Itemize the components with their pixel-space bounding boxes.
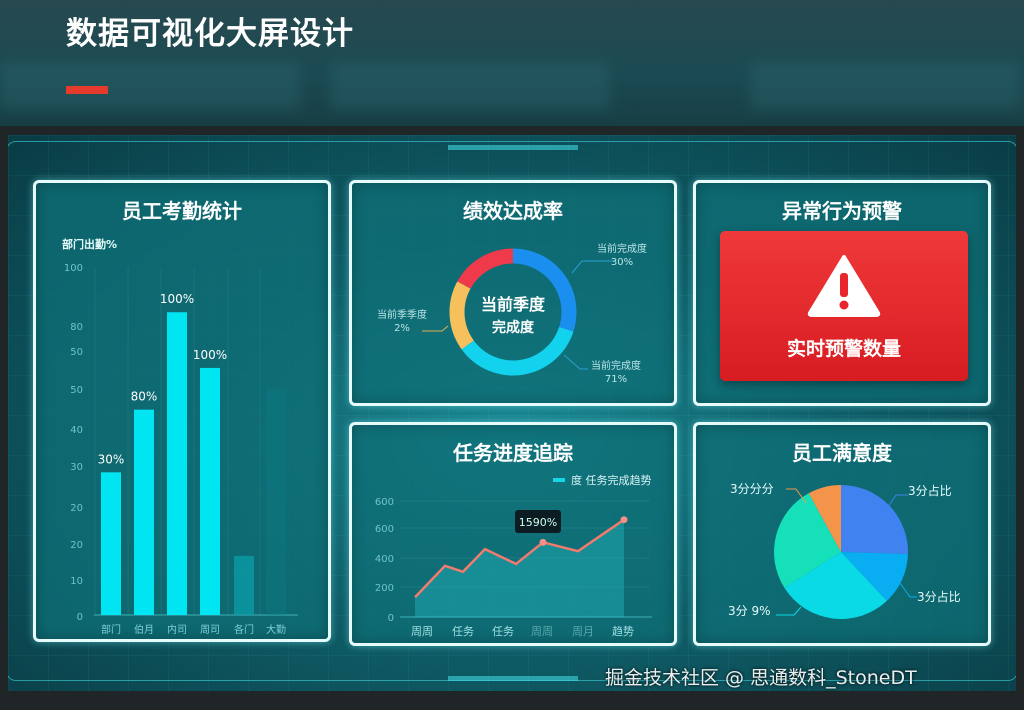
pie-label: 3分分分 (730, 482, 774, 496)
leader-line (776, 606, 802, 616)
leader-line (786, 488, 807, 504)
panel-title: 异常行为预警 (782, 199, 902, 223)
pie-label: 3分 9% (728, 604, 771, 618)
leader-line (422, 325, 449, 332)
pie-slice (841, 552, 908, 601)
tasks-panel: 任务进度追踪 0 200 400 600 600 1590% 度 任务完成趋势周周 任务 任务 周… (349, 422, 677, 646)
x-tick-label: 周月 (572, 625, 594, 638)
x-tick-label: 周周 (531, 625, 553, 638)
y-tick-label: 100 (64, 263, 83, 274)
bar-data-label: 80% (131, 390, 158, 404)
satisfaction-panel: 员工满意度 3分占比 3分占比 3分 9% 3分分分 (693, 422, 991, 646)
bar-data-label: 100% (160, 292, 194, 306)
alert-card[interactable]: 实时预警数量 (720, 231, 968, 381)
bar-data-label: 30% (98, 452, 125, 466)
title-accent-bar (66, 86, 108, 94)
attendance-bar-chart: 部门出勤%1008050504030202010030%部门80%伯月100%内… (62, 237, 298, 636)
tooltip-text: 1590% (519, 516, 557, 529)
warning-triangle-icon (807, 255, 881, 317)
leader-line (887, 494, 908, 508)
tooltip-box (515, 510, 561, 533)
donut-label-pct: 30% (611, 257, 633, 268)
alert-panel: 异常行为预警 实时预警数量 (693, 180, 991, 406)
legend-label: 度 任务完成趋势 (571, 473, 652, 487)
x-tick-label: 部门 (101, 623, 121, 636)
panel-title: 任务进度追踪 (453, 441, 573, 465)
panel-title: 员工考勤统计 (122, 199, 242, 223)
x-tick-label: 各门 (234, 623, 254, 636)
area-fill (415, 519, 624, 617)
donut-segment (457, 248, 514, 289)
x-tick-label: 大勤 (266, 623, 286, 636)
attendance-panel: 员工考勤统计 部门出勤% 100 80 50 50 40 30 20 20 10 0 30% 部门 80%… (33, 180, 331, 642)
y-tick-label: 40 (70, 425, 83, 436)
x-tick-label: 周周 (411, 625, 433, 638)
bar (167, 312, 187, 615)
pie-slice (784, 552, 887, 619)
pie-label: 3分占比 (917, 589, 961, 604)
y-tick-label: 0 (388, 613, 394, 624)
y-tick-label: 600 (375, 524, 394, 535)
satisfaction-pie-chart: 3分占比 3分占比 3分 9% 3分分分 (728, 482, 961, 619)
donut-segment (512, 248, 577, 332)
donut-label-pct: 2% (394, 323, 410, 334)
bar (266, 388, 286, 615)
performance-panel: 绩效达成率 当前季度 完成度 当前完成度 30% 当前完成度 71% 当前季季度 2% (349, 180, 677, 406)
data-point (620, 516, 628, 524)
pie-slice (841, 485, 908, 555)
donut-label-name: 当前完成度 (597, 242, 647, 255)
y-tick-label: 600 (375, 497, 394, 508)
leader-line (899, 582, 917, 598)
leader-line (571, 260, 614, 274)
y-tick-label: 400 (375, 554, 394, 565)
page-header: 数据可视化大屏设计 (0, 0, 1024, 128)
leader-line (563, 354, 588, 370)
y-tick-label: 30 (70, 462, 83, 473)
bar (234, 555, 254, 615)
data-point (539, 538, 547, 546)
donut-label-pct: 71% (605, 374, 627, 385)
page-title: 数据可视化大屏设计 (66, 16, 354, 52)
x-tick-label: 任务 (452, 625, 474, 638)
bar-data-label: 100% (193, 348, 227, 362)
x-tick-label: 周司 (200, 624, 220, 636)
donut-center-label: 完成度 (492, 319, 535, 336)
bar (101, 472, 121, 615)
bar (134, 409, 154, 615)
alert-label: 实时预警数量 (786, 338, 901, 360)
donut-label-name: 当前完成度 (591, 359, 641, 372)
pie-label: 3分占比 (908, 483, 952, 498)
y-tick-label: 50 (70, 385, 83, 396)
x-tick-label: 伯月 (134, 623, 154, 636)
series-line (414, 518, 625, 599)
pie-slice (808, 485, 841, 552)
y-tick-label: 10 (70, 576, 83, 587)
y-tick-label: 50 (70, 347, 83, 358)
donut-center-label: 当前季度 (481, 295, 546, 314)
legend-swatch (553, 478, 565, 482)
x-tick-label: 趋势 (612, 625, 634, 638)
y-tick-label: 20 (70, 540, 83, 551)
panel-title: 员工满意度 (792, 441, 892, 465)
x-tick-label: 内司 (167, 623, 187, 636)
watermark: 掘金技术社区 @ 思通数科_StoneDT (605, 667, 917, 689)
y-tick-label: 20 (70, 503, 83, 514)
donut-segment (449, 281, 474, 350)
bar (200, 367, 220, 615)
donut-label-name: 当前季季度 (377, 308, 427, 321)
panel-title: 绩效达成率 (463, 199, 563, 223)
y-tick-label: 200 (375, 583, 394, 594)
donut-segment (461, 326, 574, 376)
y-axis-label: 部门出勤% (62, 237, 117, 251)
y-tick-label: 0 (77, 612, 83, 623)
x-tick-label: 任务 (492, 625, 514, 638)
y-tick-label: 80 (70, 322, 83, 333)
pie-slice (774, 493, 841, 588)
